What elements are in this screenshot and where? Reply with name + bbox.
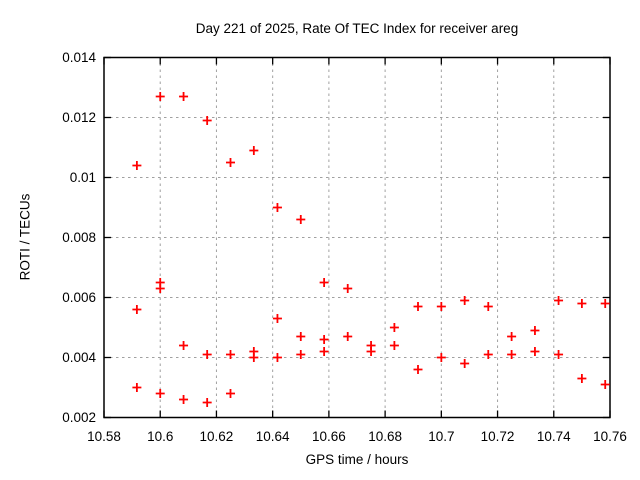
data-point-marker — [319, 347, 329, 356]
chart-title: Day 221 of 2025, Rate Of TEC Index for r… — [195, 21, 519, 36]
data-point-marker — [155, 389, 165, 398]
data-point-marker — [413, 302, 423, 311]
x-axis-label: GPS time / hours — [305, 452, 409, 467]
data-point-marker — [600, 380, 610, 389]
data-point-marker — [600, 299, 610, 308]
x-tick-label: 10.72 — [481, 429, 515, 444]
x-tick-label: 10.64 — [256, 429, 290, 444]
data-point-marker — [226, 158, 235, 167]
data-point-marker — [343, 284, 353, 293]
data-point-marker — [202, 116, 212, 125]
y-tick-label: 0.008 — [62, 230, 96, 245]
data-point-marker — [436, 302, 446, 311]
data-point-marker — [530, 347, 540, 356]
data-point-marker — [554, 296, 564, 305]
data-point-marker — [132, 305, 142, 314]
data-point-marker — [389, 323, 399, 332]
data-point-marker — [483, 350, 493, 359]
data-point-marker — [226, 350, 235, 359]
data-point-marker — [366, 347, 376, 356]
x-tick-label: 10.6 — [147, 429, 173, 444]
data-point-marker — [343, 332, 353, 341]
data-point-marker — [272, 353, 282, 362]
data-point-marker — [577, 299, 587, 308]
y-tick-label: 0.012 — [62, 110, 96, 125]
x-tick-label: 10.58 — [87, 429, 121, 444]
data-point-marker — [155, 284, 165, 293]
data-point-marker — [179, 395, 189, 404]
y-tick-label: 0.01 — [70, 170, 96, 185]
data-point-marker — [249, 146, 259, 155]
data-point-marker — [554, 350, 564, 359]
data-point-marker — [202, 350, 212, 359]
data-point-marker — [460, 296, 470, 305]
data-point-marker — [507, 350, 517, 359]
x-tick-label: 10.66 — [312, 429, 346, 444]
data-point-marker — [507, 332, 517, 341]
x-tick-label: 10.76 — [593, 429, 627, 444]
x-tick-label: 10.74 — [537, 429, 571, 444]
y-tick-label: 0.014 — [62, 50, 96, 65]
plot-border — [103, 56, 611, 419]
data-point-marker — [296, 332, 306, 341]
x-tick-label: 10.62 — [200, 429, 234, 444]
data-point-marker — [179, 341, 189, 350]
data-point-marker — [202, 398, 212, 407]
data-point-marker — [577, 374, 587, 383]
y-tick-label: 0.002 — [62, 410, 96, 425]
data-point-marker — [272, 203, 282, 212]
data-point-marker — [296, 350, 306, 359]
data-point-marker — [460, 359, 470, 368]
y-tick-label: 0.006 — [62, 290, 96, 305]
data-point-marker — [132, 383, 142, 392]
x-tick-label: 10.7 — [428, 429, 454, 444]
data-point-marker — [389, 341, 399, 350]
data-point-marker — [436, 353, 446, 362]
data-point-marker — [319, 278, 329, 287]
data-point-marker — [272, 314, 282, 323]
data-point-marker — [319, 335, 329, 344]
data-point-marker — [132, 161, 142, 170]
data-point-marker — [483, 302, 493, 311]
data-point-marker — [226, 389, 235, 398]
data-point-marker — [296, 215, 306, 224]
data-point-marker — [249, 353, 259, 362]
data-point-marker — [179, 92, 189, 101]
data-point-marker — [530, 326, 540, 335]
data-point-marker — [413, 365, 423, 374]
y-tick-label: 0.004 — [62, 350, 96, 365]
data-point-marker — [155, 92, 165, 101]
x-tick-label: 10.68 — [368, 429, 402, 444]
